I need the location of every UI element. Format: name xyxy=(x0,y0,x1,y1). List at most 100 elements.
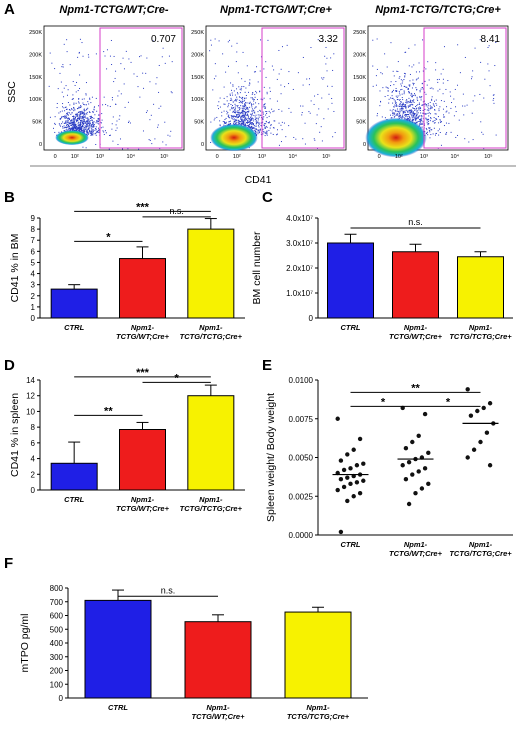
flow-event-dot xyxy=(87,107,89,109)
flow-event-dot xyxy=(81,115,83,117)
flow-event-dot xyxy=(399,116,401,118)
flow-event-dot xyxy=(245,111,247,113)
flow-event-dot xyxy=(90,125,92,127)
flow-event-dot xyxy=(123,68,125,70)
flow-event-dot xyxy=(276,78,278,80)
flow-event-dot xyxy=(92,123,94,125)
flow-event-dot xyxy=(227,106,229,108)
flow-event-dot xyxy=(60,125,62,127)
flow-event-dot xyxy=(78,98,80,100)
flow-event-dot xyxy=(316,114,318,116)
flow-event-dot xyxy=(372,65,374,67)
flow-event-dot xyxy=(290,111,292,113)
flow-event-dot xyxy=(75,114,77,116)
data-point xyxy=(361,461,366,466)
flow-event-dot xyxy=(77,124,79,126)
flow-event-dot xyxy=(256,121,258,123)
flow-event-dot xyxy=(232,115,234,117)
flow-event-dot xyxy=(90,117,92,119)
flow-plot-title: Npm1-TCTG/TCTG;Cre+ xyxy=(375,4,501,16)
flow-event-dot xyxy=(250,122,252,124)
flow-event-dot xyxy=(48,85,50,87)
flow-event-dot xyxy=(75,114,77,116)
flow-event-dot xyxy=(425,112,427,114)
flow-event-dot xyxy=(86,113,88,115)
flow-event-dot xyxy=(390,117,392,119)
flow-event-dot xyxy=(116,127,118,129)
y-tick-label: 2 xyxy=(31,292,36,301)
flow-event-dot xyxy=(75,91,77,93)
flow-event-dot xyxy=(263,86,265,88)
flow-event-dot xyxy=(63,43,65,45)
flow-event-dot xyxy=(248,125,250,127)
flow-event-dot xyxy=(262,111,264,113)
flow-event-dot xyxy=(412,100,414,102)
flow-event-dot xyxy=(435,113,437,115)
flow-event-dot xyxy=(78,111,80,113)
flow-event-dot xyxy=(390,85,392,87)
flow-event-dot xyxy=(430,106,432,108)
flow-event-dot xyxy=(122,148,124,150)
flow-event-dot xyxy=(226,113,228,115)
flow-event-dot xyxy=(396,110,398,112)
flow-event-dot xyxy=(61,66,63,68)
flow-event-dot xyxy=(149,119,151,121)
data-point xyxy=(335,487,340,493)
flow-xtick-label: 10³ xyxy=(420,154,428,160)
flow-event-dot xyxy=(49,52,51,54)
flow-event-dot xyxy=(120,63,122,65)
flow-event-dot xyxy=(83,119,85,121)
y-tick-label: 10 xyxy=(26,407,35,416)
flow-event-dot xyxy=(244,116,246,118)
flow-event-dot xyxy=(71,126,73,128)
flow-event-dot xyxy=(117,95,119,97)
flow-event-dot xyxy=(226,96,228,98)
flow-event-dot xyxy=(248,110,250,112)
flow-event-dot xyxy=(254,111,256,113)
flow-event-dot xyxy=(257,130,259,132)
flow-event-dot xyxy=(384,53,386,55)
flow-event-dot xyxy=(407,111,409,113)
flow-event-dot xyxy=(412,107,414,109)
flow-event-dot xyxy=(60,118,62,120)
flow-event-dot xyxy=(243,97,245,99)
flow-event-dot xyxy=(390,114,392,116)
flow-event-dot xyxy=(306,78,308,80)
flow-event-dot xyxy=(457,84,459,86)
flow-event-dot xyxy=(242,51,244,53)
flow-event-dot xyxy=(95,128,97,130)
data-point xyxy=(487,401,493,406)
flow-event-dot xyxy=(95,122,97,124)
flow-event-dot xyxy=(76,121,78,123)
flow-event-dot xyxy=(67,126,69,128)
flow-event-dot xyxy=(79,124,81,126)
y-axis-title: CD41 % in BM xyxy=(9,234,21,303)
flow-event-dot xyxy=(398,115,400,117)
flow-event-dot xyxy=(235,98,237,100)
flow-event-dot xyxy=(76,120,78,122)
flow-event-dot xyxy=(259,70,261,72)
flow-event-dot xyxy=(86,131,88,133)
flow-event-dot xyxy=(79,74,81,76)
flow-event-dot xyxy=(413,101,415,103)
flow-event-dot xyxy=(240,123,242,125)
flow-event-dot xyxy=(72,123,74,125)
flow-event-dot xyxy=(288,107,290,109)
flow-event-dot xyxy=(79,124,81,126)
flow-event-dot xyxy=(231,115,233,117)
flow-event-dot xyxy=(98,119,100,121)
flow-event-dot xyxy=(219,106,221,108)
flow-event-dot xyxy=(300,105,302,107)
flow-event-dot xyxy=(392,102,394,104)
flow-event-dot xyxy=(234,121,236,123)
flow-event-dot xyxy=(263,104,265,106)
flow-event-dot xyxy=(79,107,81,109)
flow-event-dot xyxy=(396,70,398,72)
flow-event-dot xyxy=(77,127,79,129)
flow-event-dot xyxy=(240,87,242,89)
flow-event-dot xyxy=(237,110,239,112)
bar-1 xyxy=(84,599,152,699)
flow-event-dot xyxy=(235,119,237,121)
flow-event-dot xyxy=(450,95,452,97)
flow-event-dot xyxy=(416,113,418,115)
